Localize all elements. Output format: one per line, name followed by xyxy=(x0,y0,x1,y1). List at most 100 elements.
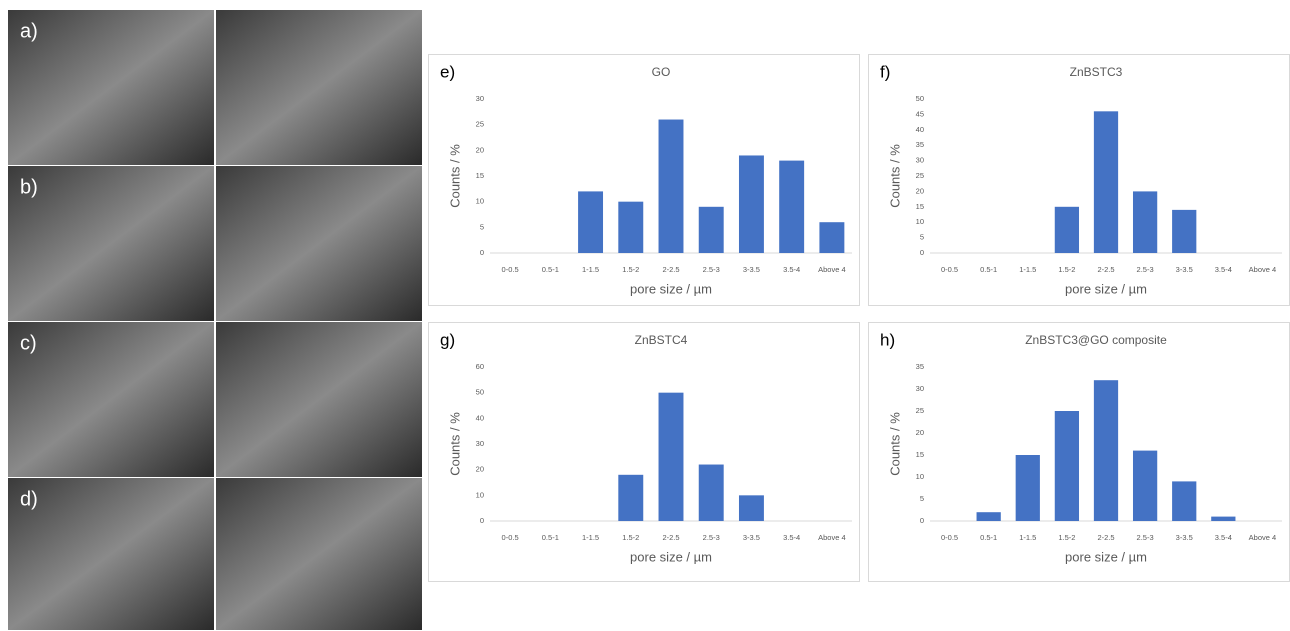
bar xyxy=(1172,481,1197,521)
bar xyxy=(1015,455,1040,521)
x-tick-label: 0-0.5 xyxy=(502,533,519,542)
sem-image xyxy=(216,322,422,477)
x-tick-label: 2.5-3 xyxy=(703,533,720,542)
y-tick-label: 20 xyxy=(476,145,484,154)
bar xyxy=(1172,209,1197,253)
x-tick-label: 0.5-1 xyxy=(542,533,559,542)
x-tick-label: 1.5-2 xyxy=(1058,533,1075,542)
y-tick-label: 35 xyxy=(916,362,924,371)
x-tick-label: 3-3.5 xyxy=(1176,533,1193,542)
x-tick-label: 3-3.5 xyxy=(743,265,760,274)
bar xyxy=(618,201,644,253)
y-tick-label: 15 xyxy=(476,171,484,180)
y-tick-label: 5 xyxy=(920,494,924,503)
chart-title: ZnBSTC3@GO composite xyxy=(1025,333,1167,347)
panel-label: d) xyxy=(20,488,38,510)
y-tick-label: 0 xyxy=(920,248,924,257)
y-tick-label: 10 xyxy=(476,197,484,206)
bar xyxy=(618,474,644,521)
y-tick-label: 30 xyxy=(476,439,484,448)
y-axis-label: Counts / % xyxy=(447,144,462,208)
x-tick-label: 3.5-4 xyxy=(1215,533,1232,542)
bar xyxy=(1211,516,1236,521)
chart-title: ZnBSTC4 xyxy=(635,333,688,347)
bar xyxy=(658,392,684,521)
y-tick-label: 25 xyxy=(916,171,924,180)
y-tick-label: 20 xyxy=(476,465,484,474)
panel-label: g) xyxy=(440,330,455,349)
x-tick-label: 0.5-1 xyxy=(980,533,997,542)
x-tick-label: 1.5-2 xyxy=(622,265,639,274)
x-tick-label: 3.5-4 xyxy=(1215,265,1232,274)
y-tick-label: 10 xyxy=(916,472,924,481)
x-tick-label: Above 4 xyxy=(818,533,846,542)
panel-label: a) xyxy=(20,20,38,42)
bar xyxy=(976,512,1001,521)
charts: e) GO 0 5 10 15 20 25 30 0-0.5 0.5-1 1-1.5 1.5-2 2-2.… xyxy=(428,54,1290,582)
bar xyxy=(738,155,764,253)
y-tick-label: 40 xyxy=(916,125,924,134)
panel-label: c) xyxy=(20,332,37,354)
y-tick-label: 25 xyxy=(916,406,924,415)
x-axis-label: pore size / µm xyxy=(630,281,712,296)
y-tick-label: 10 xyxy=(916,217,924,226)
y-tick-label: 30 xyxy=(916,384,924,393)
x-tick-label: 1-1.5 xyxy=(582,533,599,542)
bar xyxy=(1093,111,1119,253)
sem-images: a) b) c) d) xyxy=(8,10,422,630)
x-tick-label: 3-3.5 xyxy=(1176,265,1193,274)
y-tick-label: 20 xyxy=(916,186,924,195)
x-tick-label: 0-0.5 xyxy=(941,265,958,274)
y-tick-label: 5 xyxy=(920,233,924,242)
x-axis-label: pore size / µm xyxy=(1065,281,1147,296)
sem-image xyxy=(216,166,422,321)
y-tick-label: 45 xyxy=(916,109,924,118)
y-tick-label: 0 xyxy=(920,516,924,525)
sem-image xyxy=(216,478,422,630)
x-tick-label: 3-3.5 xyxy=(743,533,760,542)
chart-frame xyxy=(868,54,1290,306)
y-tick-label: 5 xyxy=(480,222,484,231)
x-tick-label: 2.5-3 xyxy=(1137,533,1154,542)
y-tick-label: 20 xyxy=(916,428,924,437)
y-tick-label: 40 xyxy=(476,413,484,422)
sem-image xyxy=(8,10,214,165)
bar xyxy=(1093,380,1119,521)
y-tick-label: 0 xyxy=(480,248,484,257)
x-tick-label: 1.5-2 xyxy=(1058,265,1075,274)
bar xyxy=(779,160,805,253)
x-tick-label: 3.5-4 xyxy=(783,533,800,542)
chart-title: GO xyxy=(652,65,671,79)
y-tick-label: 15 xyxy=(916,450,924,459)
x-tick-label: 2-2.5 xyxy=(1097,265,1114,274)
bar xyxy=(1054,206,1080,253)
y-axis-label: Counts / % xyxy=(887,144,902,208)
bar xyxy=(698,464,724,521)
y-tick-label: 10 xyxy=(476,490,484,499)
x-tick-label: 1.5-2 xyxy=(622,533,639,542)
x-tick-label: 2.5-3 xyxy=(703,265,720,274)
x-tick-label: 1-1.5 xyxy=(582,265,599,274)
x-tick-label: 0-0.5 xyxy=(502,265,519,274)
x-tick-label: 2-2.5 xyxy=(662,265,679,274)
sem-image xyxy=(216,10,422,165)
y-tick-label: 30 xyxy=(916,156,924,165)
bar xyxy=(1054,411,1080,521)
sem-image xyxy=(8,478,214,630)
x-tick-label: Above 4 xyxy=(1249,265,1277,274)
x-tick-label: 2-2.5 xyxy=(662,533,679,542)
panel-label: e) xyxy=(440,62,455,81)
y-tick-label: 0 xyxy=(480,516,484,525)
bar xyxy=(1132,450,1158,521)
y-tick-label: 50 xyxy=(916,94,924,103)
bar xyxy=(738,495,764,521)
y-axis-label: Counts / % xyxy=(447,412,462,476)
x-tick-label: Above 4 xyxy=(818,265,846,274)
x-tick-label: 0.5-1 xyxy=(980,265,997,274)
y-tick-label: 30 xyxy=(476,94,484,103)
x-axis-label: pore size / µm xyxy=(630,549,712,564)
bar xyxy=(819,222,845,253)
sem-image xyxy=(8,166,214,321)
